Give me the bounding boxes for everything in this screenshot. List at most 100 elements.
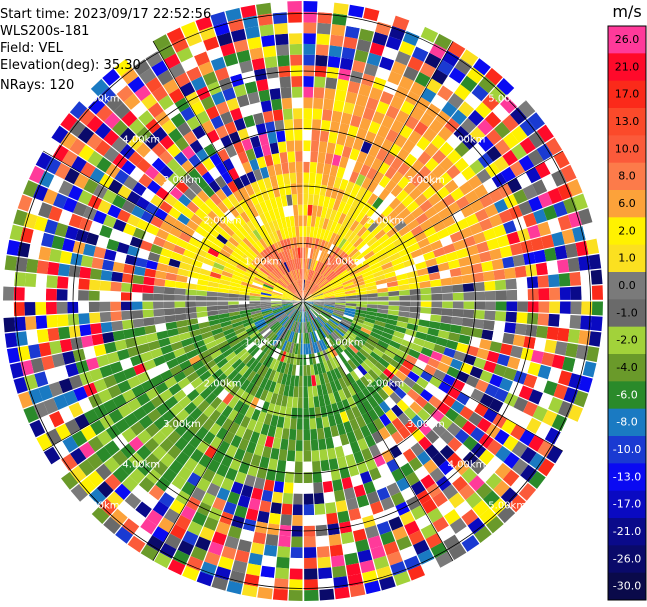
velocity-gate <box>294 375 300 387</box>
velocity-gate <box>314 503 326 515</box>
velocity-gate <box>469 126 486 143</box>
velocity-gate <box>348 247 359 258</box>
velocity-gate <box>570 286 582 300</box>
velocity-gate <box>334 143 344 156</box>
velocity-gate <box>311 205 318 217</box>
velocity-gate <box>287 331 294 342</box>
velocity-gate <box>316 535 329 548</box>
velocity-gate <box>483 408 498 423</box>
velocity-gate <box>406 200 420 213</box>
velocity-gate <box>389 340 401 350</box>
velocity-gate <box>425 429 440 444</box>
velocity-gate <box>366 421 378 435</box>
velocity-gate <box>338 122 350 136</box>
velocity-gate <box>361 412 373 425</box>
velocity-gate <box>402 30 420 47</box>
velocity-gate <box>333 210 342 223</box>
velocity-gate <box>404 167 418 182</box>
velocity-gate <box>319 449 329 461</box>
velocity-gate <box>453 414 468 429</box>
velocity-gate <box>403 66 419 81</box>
velocity-gate <box>256 466 268 480</box>
velocity-gate <box>393 354 406 365</box>
velocity-gate <box>333 263 343 273</box>
velocity-gate <box>430 307 443 315</box>
velocity-gate <box>367 301 378 305</box>
velocity-gate <box>352 104 366 118</box>
velocity-gate <box>569 271 582 286</box>
velocity-gate <box>435 337 448 347</box>
velocity-gate <box>489 248 502 261</box>
velocity-gate <box>516 277 528 289</box>
velocity-gate <box>366 52 382 67</box>
velocity-gate <box>551 414 568 432</box>
velocity-gate <box>460 265 473 276</box>
velocity-gate <box>417 237 431 249</box>
velocity-gate <box>420 523 437 540</box>
velocity-gate <box>424 382 438 395</box>
velocity-gate <box>484 111 502 129</box>
velocity-gate <box>473 281 485 292</box>
velocity-gate <box>382 472 396 487</box>
velocity-gate <box>537 192 553 208</box>
velocity-gate <box>310 285 319 294</box>
velocity-gate <box>332 479 344 492</box>
velocity-gate <box>270 447 280 460</box>
velocity-gate <box>582 223 597 240</box>
velocity-gate <box>270 392 279 405</box>
velocity-gate <box>312 272 319 283</box>
velocity-gate <box>318 567 333 580</box>
velocity-gate <box>417 450 432 466</box>
velocity-gate <box>336 423 347 436</box>
velocity-gate <box>313 294 324 299</box>
velocity-gate <box>247 464 259 477</box>
velocity-gate <box>418 319 430 328</box>
velocity-gate <box>292 342 297 354</box>
velocity-gate <box>345 91 358 105</box>
velocity-gate <box>276 372 284 384</box>
velocity-gate <box>325 437 335 450</box>
velocity-gate <box>469 159 485 175</box>
velocity-gate <box>328 257 337 268</box>
velocity-gate <box>264 435 275 448</box>
colorbar-unit: m/s <box>612 2 641 21</box>
colorbar-tick-label: -2.0 <box>616 334 637 347</box>
velocity-gate <box>377 339 389 349</box>
velocity-gate <box>416 376 429 389</box>
velocity-gate <box>261 401 270 414</box>
velocity-gate <box>318 217 325 229</box>
velocity-gate <box>275 394 283 406</box>
velocity-gate <box>325 322 335 332</box>
velocity-gate <box>330 332 339 343</box>
velocity-gate <box>337 510 350 524</box>
velocity-gate <box>303 343 306 355</box>
velocity-gate <box>390 95 405 110</box>
velocity-gate <box>363 217 375 230</box>
velocity-gate <box>342 279 353 286</box>
velocity-gate <box>288 589 303 601</box>
velocity-gate <box>311 287 321 295</box>
velocity-gate <box>305 322 309 333</box>
velocity-gate <box>320 327 329 337</box>
velocity-gate <box>313 482 324 494</box>
velocity-gate <box>321 416 330 428</box>
velocity-gate <box>437 262 450 272</box>
velocity-gate <box>293 321 298 333</box>
velocity-gate <box>328 319 338 328</box>
velocity-gate <box>537 364 552 380</box>
velocity-gate <box>373 270 385 278</box>
velocity-gate <box>518 483 537 501</box>
velocity-gate <box>447 92 464 109</box>
velocity-gate <box>554 432 571 450</box>
velocity-gate <box>360 229 371 241</box>
velocity-gate <box>329 381 338 393</box>
velocity-gate <box>303 204 308 216</box>
velocity-gate <box>320 283 331 291</box>
velocity-gate <box>341 476 353 490</box>
velocity-gate <box>303 301 311 310</box>
velocity-gate <box>377 252 389 262</box>
velocity-gate <box>408 348 421 359</box>
velocity-gate <box>484 383 499 398</box>
velocity-gate <box>366 236 378 247</box>
velocity-gate <box>306 280 312 292</box>
